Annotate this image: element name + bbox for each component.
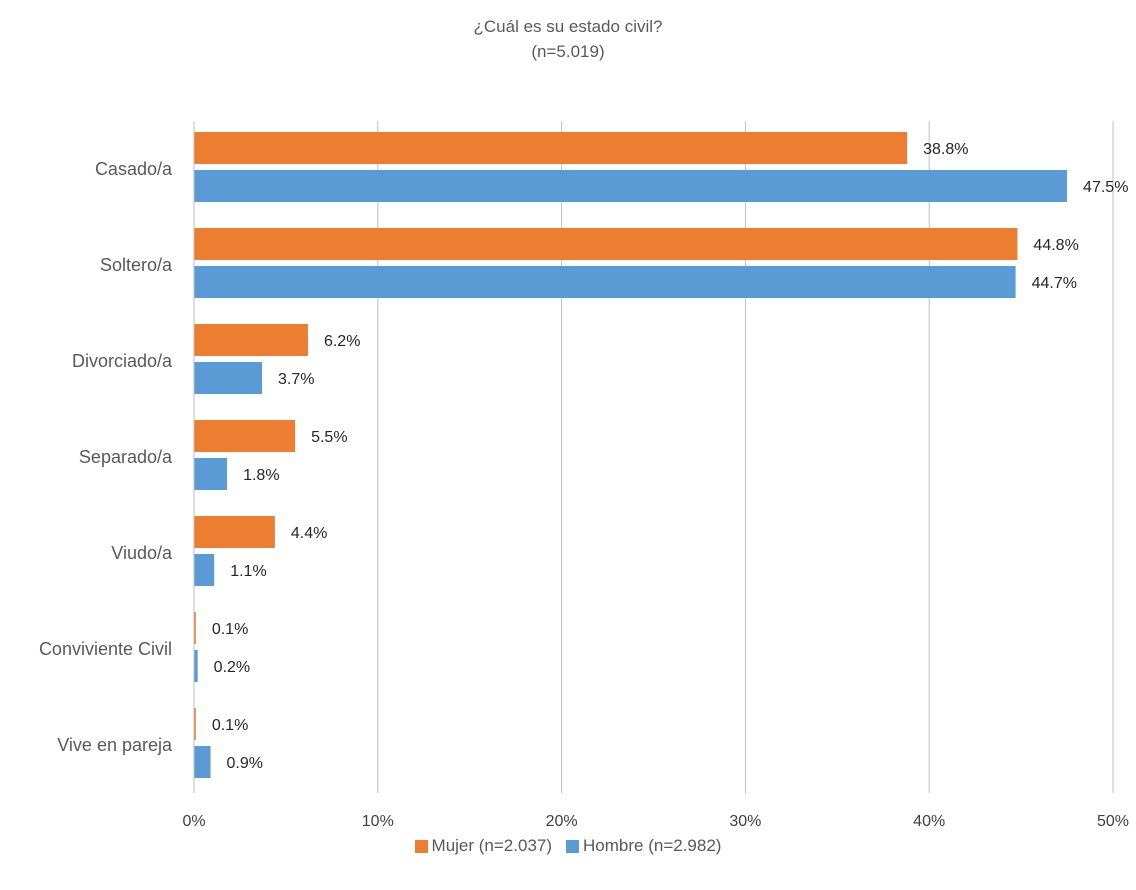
category-label: Viudo/a bbox=[111, 543, 173, 563]
data-label: 3.7% bbox=[278, 371, 314, 388]
bar-mujer bbox=[194, 324, 308, 356]
chart-subtitle: (n=5.019) bbox=[531, 42, 605, 61]
data-label: 5.5% bbox=[311, 429, 347, 446]
category-label: Casado/a bbox=[95, 159, 173, 179]
legend-label-hombre: Hombre (n=2.982) bbox=[583, 836, 722, 855]
data-label: 0.1% bbox=[212, 717, 248, 734]
data-label: 1.1% bbox=[230, 563, 266, 580]
legend-label-mujer: Mujer (n=2.037) bbox=[431, 836, 553, 855]
data-label: 0.9% bbox=[227, 755, 263, 772]
x-tick-label: 0% bbox=[182, 813, 205, 830]
x-tick-label: 20% bbox=[546, 813, 578, 830]
category-label: Conviviente Civil bbox=[39, 639, 172, 659]
data-label: 38.8% bbox=[923, 141, 968, 158]
x-tick-label: 10% bbox=[362, 813, 394, 830]
chart-title: ¿Cuál es su estado civil? bbox=[473, 17, 663, 36]
x-tick-label: 50% bbox=[1097, 813, 1129, 830]
data-label: 1.8% bbox=[243, 467, 279, 484]
legend: Mujer (n=2.037) Hombre (n=2.982) bbox=[0, 836, 1136, 856]
category-label: Vive en pareja bbox=[57, 735, 173, 755]
bar-mujer bbox=[194, 132, 908, 164]
legend-swatch-mujer bbox=[414, 839, 428, 853]
data-label: 47.5% bbox=[1083, 179, 1128, 196]
bar-mujer bbox=[194, 228, 1018, 260]
category-label: Soltero/a bbox=[100, 255, 173, 275]
bar-hombre bbox=[194, 458, 228, 490]
bar-hombre bbox=[194, 170, 1068, 202]
data-label: 0.1% bbox=[212, 621, 248, 638]
bar-mujer bbox=[194, 516, 275, 548]
legend-item-hombre: Hombre (n=2.982) bbox=[566, 836, 721, 856]
bar-hombre bbox=[194, 554, 215, 586]
data-label: 0.2% bbox=[214, 659, 250, 676]
bar-hombre bbox=[194, 650, 198, 682]
bar-hombre bbox=[194, 362, 263, 394]
legend-swatch-hombre bbox=[566, 839, 580, 853]
data-label: 44.8% bbox=[1033, 237, 1078, 254]
x-tick-label: 40% bbox=[913, 813, 945, 830]
category-label: Separado/a bbox=[79, 447, 173, 467]
x-tick-label: 30% bbox=[729, 813, 761, 830]
bar-mujer bbox=[194, 708, 196, 740]
legend-item-mujer: Mujer (n=2.037) bbox=[414, 836, 553, 856]
data-label: 6.2% bbox=[324, 333, 360, 350]
data-label: 4.4% bbox=[291, 525, 327, 542]
bar-hombre bbox=[194, 266, 1016, 298]
bar-mujer bbox=[194, 612, 196, 644]
data-label: 44.7% bbox=[1032, 275, 1077, 292]
bar-mujer bbox=[194, 420, 296, 452]
bar-hombre bbox=[194, 746, 211, 778]
category-label: Divorciado/a bbox=[72, 351, 173, 371]
